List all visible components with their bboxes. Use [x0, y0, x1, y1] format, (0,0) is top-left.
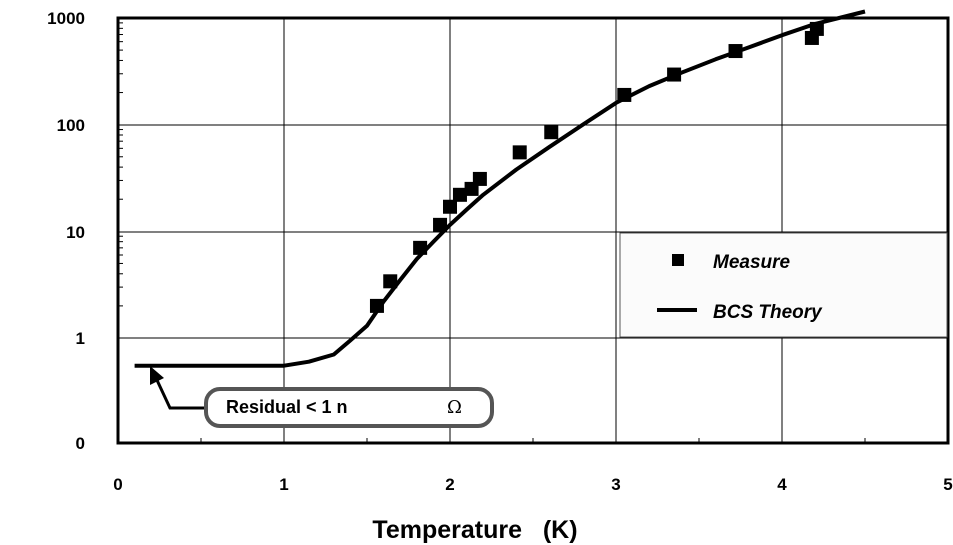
- x-tick-label: 5: [943, 475, 952, 494]
- y-tick-label: 100: [57, 116, 85, 135]
- annotation-arrowhead: [150, 366, 164, 385]
- grid-lines: [118, 18, 948, 443]
- legend-box: [619, 232, 948, 338]
- measure-marker: [512, 145, 527, 160]
- plot-area-frame: [116, 16, 950, 445]
- x-tick-label: 1: [279, 475, 288, 494]
- series-measure-markers: [369, 21, 824, 313]
- measure-marker: [544, 125, 559, 140]
- measure-marker: [383, 274, 398, 289]
- measure-marker: [413, 240, 428, 255]
- measure-marker: [369, 298, 384, 313]
- y-tick-label: 1: [76, 329, 85, 348]
- measure-marker: [452, 187, 467, 202]
- residual-annotation: Residual < 1 n Ω: [150, 366, 494, 428]
- annotation-text: Residual < 1 n: [226, 397, 348, 417]
- y-tick-label: 10: [66, 223, 85, 242]
- x-axis-tick-labels: 0 1 2 3 4 5: [113, 475, 952, 494]
- x-tick-label: 3: [611, 475, 620, 494]
- legend-label-bcs: BCS Theory: [713, 302, 823, 323]
- series-bcs-theory-line: [134, 9, 866, 368]
- annotation-box: [204, 387, 494, 428]
- measure-marker: [667, 67, 682, 82]
- measure-marker: [472, 171, 487, 186]
- x-tick-label: 2: [445, 475, 454, 494]
- legend-label-measure: Measure: [713, 252, 791, 273]
- measure-marker: [728, 44, 743, 59]
- x-axis-title: Temperature (K): [372, 516, 577, 544]
- legend: Measure BCS Theory: [619, 232, 948, 338]
- measure-marker: [617, 87, 632, 102]
- measure-marker: [433, 217, 448, 232]
- measure-marker: [443, 199, 457, 214]
- measure-marker: [809, 21, 824, 36]
- y-tick-label: 0: [76, 434, 85, 453]
- x-tick-label: 4: [777, 475, 787, 494]
- legend-marker-measure: [672, 254, 684, 266]
- x-tick-label: 0: [113, 475, 122, 494]
- y-axis-tick-labels: 0 1 10 100 1000: [47, 9, 85, 453]
- y-tick-label: 1000: [47, 9, 85, 28]
- axis-minor-ticks: [118, 22, 866, 443]
- annotation-ohm-symbol: Ω: [447, 397, 462, 418]
- annotation-arrow: [154, 377, 207, 410]
